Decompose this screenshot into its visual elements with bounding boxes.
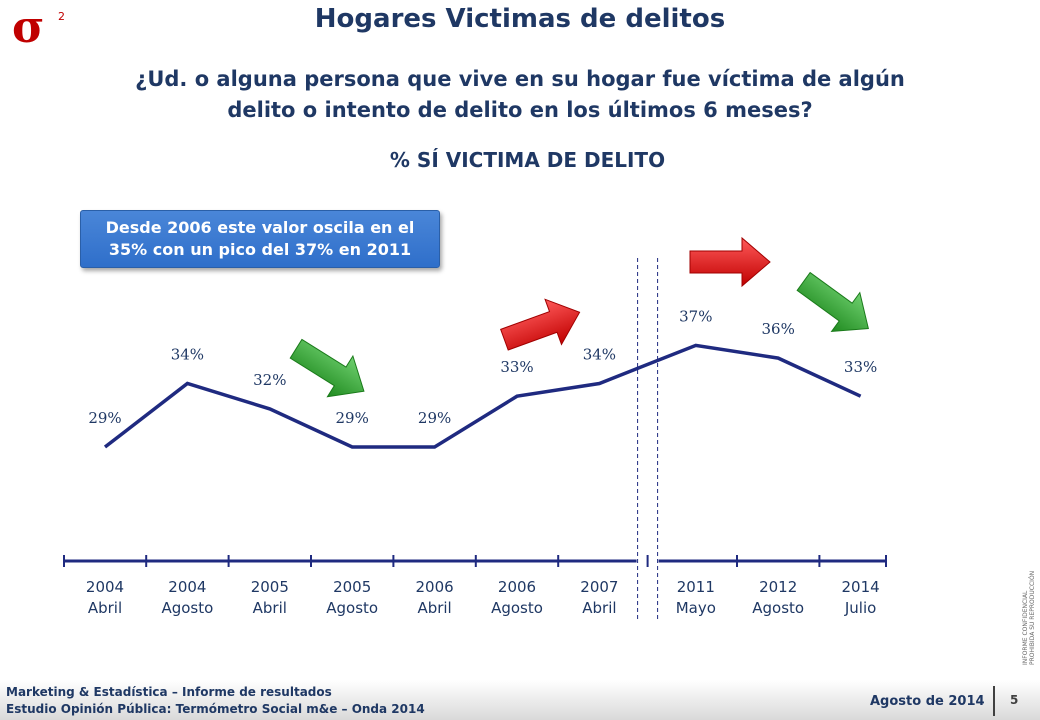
page-number: 5 xyxy=(1010,693,1019,707)
logo-sigma-glyph: σ xyxy=(12,6,44,50)
x-tick-label: 2011 Mayo xyxy=(676,578,716,617)
data-label: 36% xyxy=(762,320,795,338)
footer: Marketing & Estadística – Informe de res… xyxy=(0,680,1040,720)
x-tick-label: 2005 Agosto xyxy=(326,578,378,617)
victims-line-chart: 29% 34% 32% 29% 29% 33% 34% 37% 36% 33% 2004 Abril… xyxy=(63,236,887,620)
callout-text: Desde 2006 este valor oscila en el 35% c… xyxy=(105,218,415,259)
data-label: 34% xyxy=(171,346,204,364)
footer-separator xyxy=(993,686,995,716)
trend-arrow-down-icon xyxy=(796,271,869,333)
data-label: 33% xyxy=(500,358,533,376)
data-label: 37% xyxy=(679,307,712,325)
trend-arrow-shape xyxy=(289,338,365,398)
x-tick-label: 2005 Abril xyxy=(251,578,289,617)
x-tick-label: 2006 Abril xyxy=(416,578,454,617)
x-tick-label: 2006 Agosto xyxy=(491,578,543,617)
x-tick-label: 2004 Agosto xyxy=(161,578,213,617)
data-label: 33% xyxy=(844,358,877,376)
series-line xyxy=(103,343,862,449)
confidential-note-line1: INFORME CONFIDENCIAL xyxy=(1022,590,1029,665)
page-title: Hogares Victimas de delitos xyxy=(314,4,726,34)
data-label: 34% xyxy=(583,346,616,364)
x-tick-label: 2012 Agosto xyxy=(752,578,804,617)
trend-arrow-flat-icon xyxy=(689,236,771,288)
chart-subtitle: % SÍ VICTIMA DE DELITO xyxy=(389,148,666,172)
survey-question: ¿Ud. o alguna persona que vive en su hog… xyxy=(135,67,905,122)
footer-date: Agosto de 2014 xyxy=(870,694,985,709)
footer-line1: Marketing & Estadística – Informe de res… xyxy=(6,685,332,699)
trend-arrow-shape xyxy=(500,298,581,351)
x-tick-label: 2014 Julio xyxy=(842,578,880,617)
trend-arrow-shape xyxy=(689,236,771,288)
data-label: 29% xyxy=(336,409,369,427)
callout-box: Desde 2006 este valor oscila en el 35% c… xyxy=(80,210,440,268)
trend-arrow-shape xyxy=(796,271,869,333)
footer-line2: Estudio Opinión Pública: Termómetro Soci… xyxy=(6,702,425,716)
confidential-note: INFORME CONFIDENCIAL PROHIBIDA SU REPROD… xyxy=(1022,571,1036,665)
x-tick-label: 2004 Abril xyxy=(86,578,124,617)
data-label: 29% xyxy=(418,409,451,427)
confidential-note-line2: PROHIBIDA SU REPRODUCCIÓN xyxy=(1029,570,1036,665)
logo-superscript: 2 xyxy=(58,10,65,23)
data-label: 29% xyxy=(88,409,121,427)
trend-arrow-up-icon xyxy=(500,298,581,351)
footer-report-info: Marketing & Estadística – Informe de res… xyxy=(6,684,425,718)
data-label: 32% xyxy=(253,371,286,389)
sigma-logo: σ 2 xyxy=(12,6,65,50)
trend-arrow-down-icon xyxy=(289,338,365,398)
x-tick-label: 2007 Abril xyxy=(580,578,618,617)
